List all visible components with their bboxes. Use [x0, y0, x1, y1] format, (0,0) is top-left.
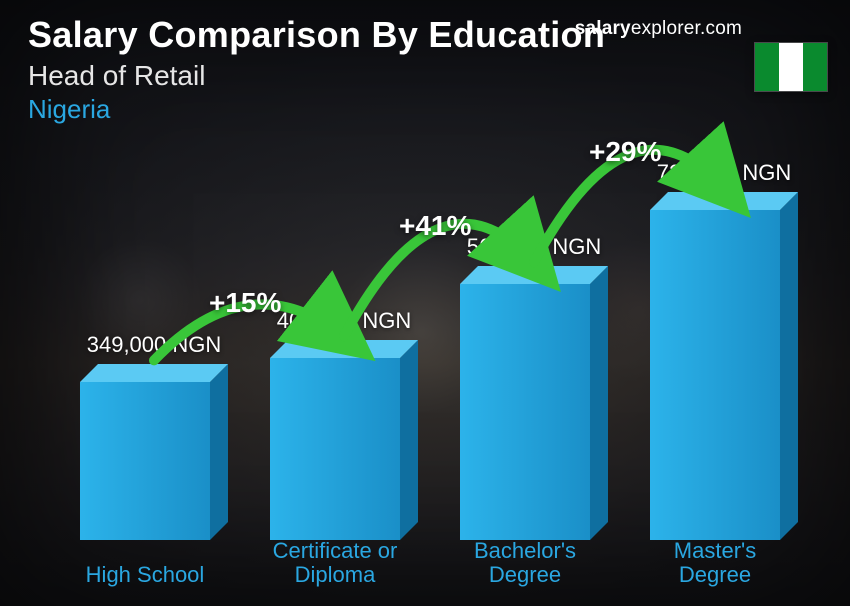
chart-title: Salary Comparison By Education — [28, 14, 605, 56]
bar-top — [650, 192, 798, 210]
title-block: Salary Comparison By Education Head of R… — [28, 14, 605, 125]
bar-front — [80, 382, 210, 540]
bar-side — [590, 266, 608, 540]
bar-top — [460, 266, 608, 284]
bar-0 — [80, 382, 210, 540]
chart-subtitle: Head of Retail — [28, 60, 605, 92]
flag-stripe-mid — [779, 43, 803, 91]
bar-front — [270, 358, 400, 540]
growth-pct-1: +41% — [399, 210, 471, 242]
flag-stripe-right — [803, 43, 827, 91]
growth-pct-0: +15% — [209, 287, 281, 319]
category-label-0: High School — [55, 563, 235, 588]
bar-3 — [650, 210, 780, 540]
growth-pct-2: +29% — [589, 136, 661, 168]
bar-1 — [270, 358, 400, 540]
chart-area: 349,000 NGN402,000 NGN564,000 NGN727,000… — [40, 120, 790, 588]
flag-nigeria-icon — [754, 42, 828, 92]
bar-value-label-0: 349,000 NGN — [44, 332, 264, 358]
category-label-3: Master'sDegree — [625, 539, 805, 588]
flag-stripe-left — [755, 43, 779, 91]
brand-label: salaryexplorer.com — [575, 18, 742, 40]
brand-light: explorer.com — [631, 18, 742, 39]
bar-front — [460, 284, 590, 540]
bar-top — [270, 340, 418, 358]
stage: Salary Comparison By Education Head of R… — [0, 0, 850, 606]
bar-2 — [460, 284, 590, 540]
plot-area: 349,000 NGN402,000 NGN564,000 NGN727,000… — [40, 120, 790, 540]
bar-side — [400, 340, 418, 540]
bar-front — [650, 210, 780, 540]
category-label-2: Bachelor'sDegree — [435, 539, 615, 588]
bar-top — [80, 364, 228, 382]
bar-side — [210, 364, 228, 540]
brand-bold: salary — [575, 18, 631, 39]
category-label-1: Certificate orDiploma — [245, 539, 425, 588]
bar-side — [780, 192, 798, 540]
